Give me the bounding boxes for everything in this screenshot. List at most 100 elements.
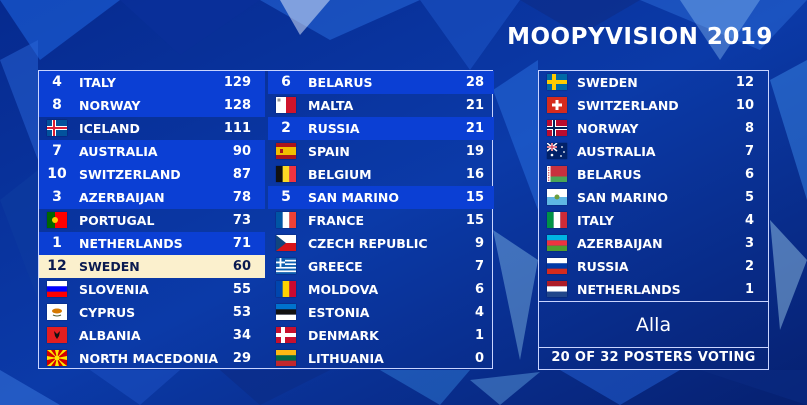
flag-icon-nl — [547, 281, 567, 297]
jury-points: 4 — [744, 213, 754, 228]
points-awarded: 4 — [52, 74, 62, 90]
scoreboard-row: 5 SAN MARINO 15 — [268, 186, 494, 209]
country-name: CZECH REPUBLIC — [308, 236, 428, 251]
points-awarded: 2 — [281, 120, 291, 136]
country-score: 53 — [232, 305, 251, 320]
country-name: FRANCE — [308, 213, 365, 228]
jury-points: 12 — [735, 75, 754, 90]
flag-icon-sm — [547, 189, 567, 205]
country-name: NORTH MACEDONIA — [79, 351, 219, 366]
scoreboard-row: 10 SWITZERLAND 87 — [39, 163, 265, 186]
scoreboard-row: PORTUGAL 73 — [39, 209, 265, 232]
scoreboard-row: FRANCE 15 — [268, 209, 494, 232]
flag-icon-cy — [47, 304, 67, 320]
flag-icon-by — [547, 166, 567, 182]
jury-points: 10 — [735, 98, 754, 113]
country-name: MOLDOVA — [308, 282, 379, 297]
jury-votes-list: SWEDEN 12 SWITZERLAND 10 NORWAY 8 AUSTRALIA 7 BE… — [539, 71, 768, 301]
country-name: AZERBAIJAN — [79, 190, 165, 205]
country-name: SPAIN — [308, 144, 350, 159]
scoreboard-row: 8 NORWAY 128 — [39, 94, 265, 117]
country-score: 87 — [232, 167, 251, 182]
country-score: 21 — [465, 98, 484, 113]
scoreboard-column-right: 6 BELARUS 28 MALTA 21 2 RUSSIA 21 SPAIN 19 BELGIUM… — [268, 71, 494, 370]
jury-points: 6 — [744, 167, 754, 182]
jury-country-name: AZERBAIJAN — [577, 236, 663, 251]
country-name: SWEDEN — [79, 259, 140, 274]
jury-vote-row: RUSSIA 2 — [539, 255, 768, 278]
scoreboard-row: SPAIN 19 — [268, 140, 494, 163]
country-score: 128 — [223, 98, 251, 113]
country-name: MALTA — [308, 98, 354, 113]
points-awarded: 6 — [281, 74, 291, 90]
flag-icon-gr — [276, 258, 296, 274]
flag-icon-al — [47, 327, 67, 343]
points-awarded: 5 — [281, 189, 291, 205]
country-score: 21 — [465, 121, 484, 136]
scoreboard-row: CYPRUS 53 — [39, 301, 265, 324]
scoreboard-row: MALTA 21 — [268, 94, 494, 117]
flag-icon-se — [547, 74, 567, 90]
flag-icon-dk — [276, 327, 296, 343]
jury-country-name: BELARUS — [577, 167, 642, 182]
scoreboard-row: GREECE 7 — [268, 255, 494, 278]
flag-icon-si — [47, 281, 67, 297]
flag-icon-lt — [276, 350, 296, 366]
flag-icon-ru — [547, 258, 567, 274]
jury-country-name: ITALY — [577, 213, 614, 228]
jury-points: 8 — [744, 121, 754, 136]
country-name: DENMARK — [308, 328, 379, 343]
country-name: RUSSIA — [308, 121, 360, 136]
country-name: SAN MARINO — [308, 190, 399, 205]
jury-country-name: SAN MARINO — [577, 190, 668, 205]
jury-country-name: SWITZERLAND — [577, 98, 679, 113]
scoreboard-column-left: 4 ITALY 129 8 NORWAY 128 ICELAND 111 7 AUSTRALIA 9… — [39, 71, 265, 370]
jury-panel: SWEDEN 12 SWITZERLAND 10 NORWAY 8 AUSTRALIA 7 BE… — [538, 70, 769, 370]
country-name: AUSTRALIA — [79, 144, 158, 159]
jury-country-name: AUSTRALIA — [577, 144, 656, 159]
country-score: 15 — [465, 190, 484, 205]
scoreboard: 4 ITALY 129 8 NORWAY 128 ICELAND 111 7 AUSTRALIA 9… — [38, 70, 494, 370]
scoreboard-row: 6 BELARUS 28 — [268, 71, 494, 94]
jury-points: 5 — [744, 190, 754, 205]
voting-status: 20 OF 32 POSTERS VOTING — [551, 350, 756, 365]
country-score: 55 — [232, 282, 251, 297]
country-score: 4 — [474, 305, 484, 320]
flag-icon-au — [547, 143, 567, 159]
points-awarded: 12 — [47, 258, 67, 274]
flag-icon-ch — [547, 97, 567, 113]
jury-points: 3 — [744, 236, 754, 251]
country-score: 34 — [232, 328, 251, 343]
country-name: BELARUS — [308, 75, 373, 90]
points-awarded: 8 — [52, 97, 62, 113]
country-score: 6 — [474, 282, 484, 297]
country-score: 129 — [223, 75, 251, 90]
country-name: LITHUANIA — [308, 351, 384, 366]
flag-icon-cz — [276, 235, 296, 251]
country-score: 19 — [465, 144, 484, 159]
scoreboard-row: 3 AZERBAIJAN 78 — [39, 186, 265, 209]
flag-icon-az — [547, 235, 567, 251]
country-score: 78 — [232, 190, 251, 205]
points-awarded: 1 — [52, 235, 62, 251]
country-name: PORTUGAL — [79, 213, 155, 228]
country-name: GREECE — [308, 259, 363, 274]
page-title: MOOPYVISION 2019 — [507, 24, 773, 50]
jury-vote-row: NORWAY 8 — [539, 117, 768, 140]
scoreboard-row: ALBANIA 34 — [39, 324, 265, 347]
country-score: 111 — [223, 121, 251, 136]
jury-vote-row: BELARUS 6 — [539, 163, 768, 186]
country-name: NETHERLANDS — [79, 236, 183, 251]
scoreboard-row: NORTH MACEDONIA 29 — [39, 347, 265, 370]
jury-vote-row: NETHERLANDS 1 — [539, 278, 768, 301]
jury-vote-row: ITALY 4 — [539, 209, 768, 232]
country-score: 15 — [465, 213, 484, 228]
scoreboard-row: ICELAND 111 — [39, 117, 265, 140]
jury-country-name: NETHERLANDS — [577, 282, 681, 297]
flag-icon-ee — [276, 304, 296, 320]
country-score: 0 — [474, 351, 484, 366]
country-name: BELGIUM — [308, 167, 372, 182]
scoreboard-row: 7 AUSTRALIA 90 — [39, 140, 265, 163]
jury-country-name: SWEDEN — [577, 75, 638, 90]
country-score: 7 — [474, 259, 484, 274]
